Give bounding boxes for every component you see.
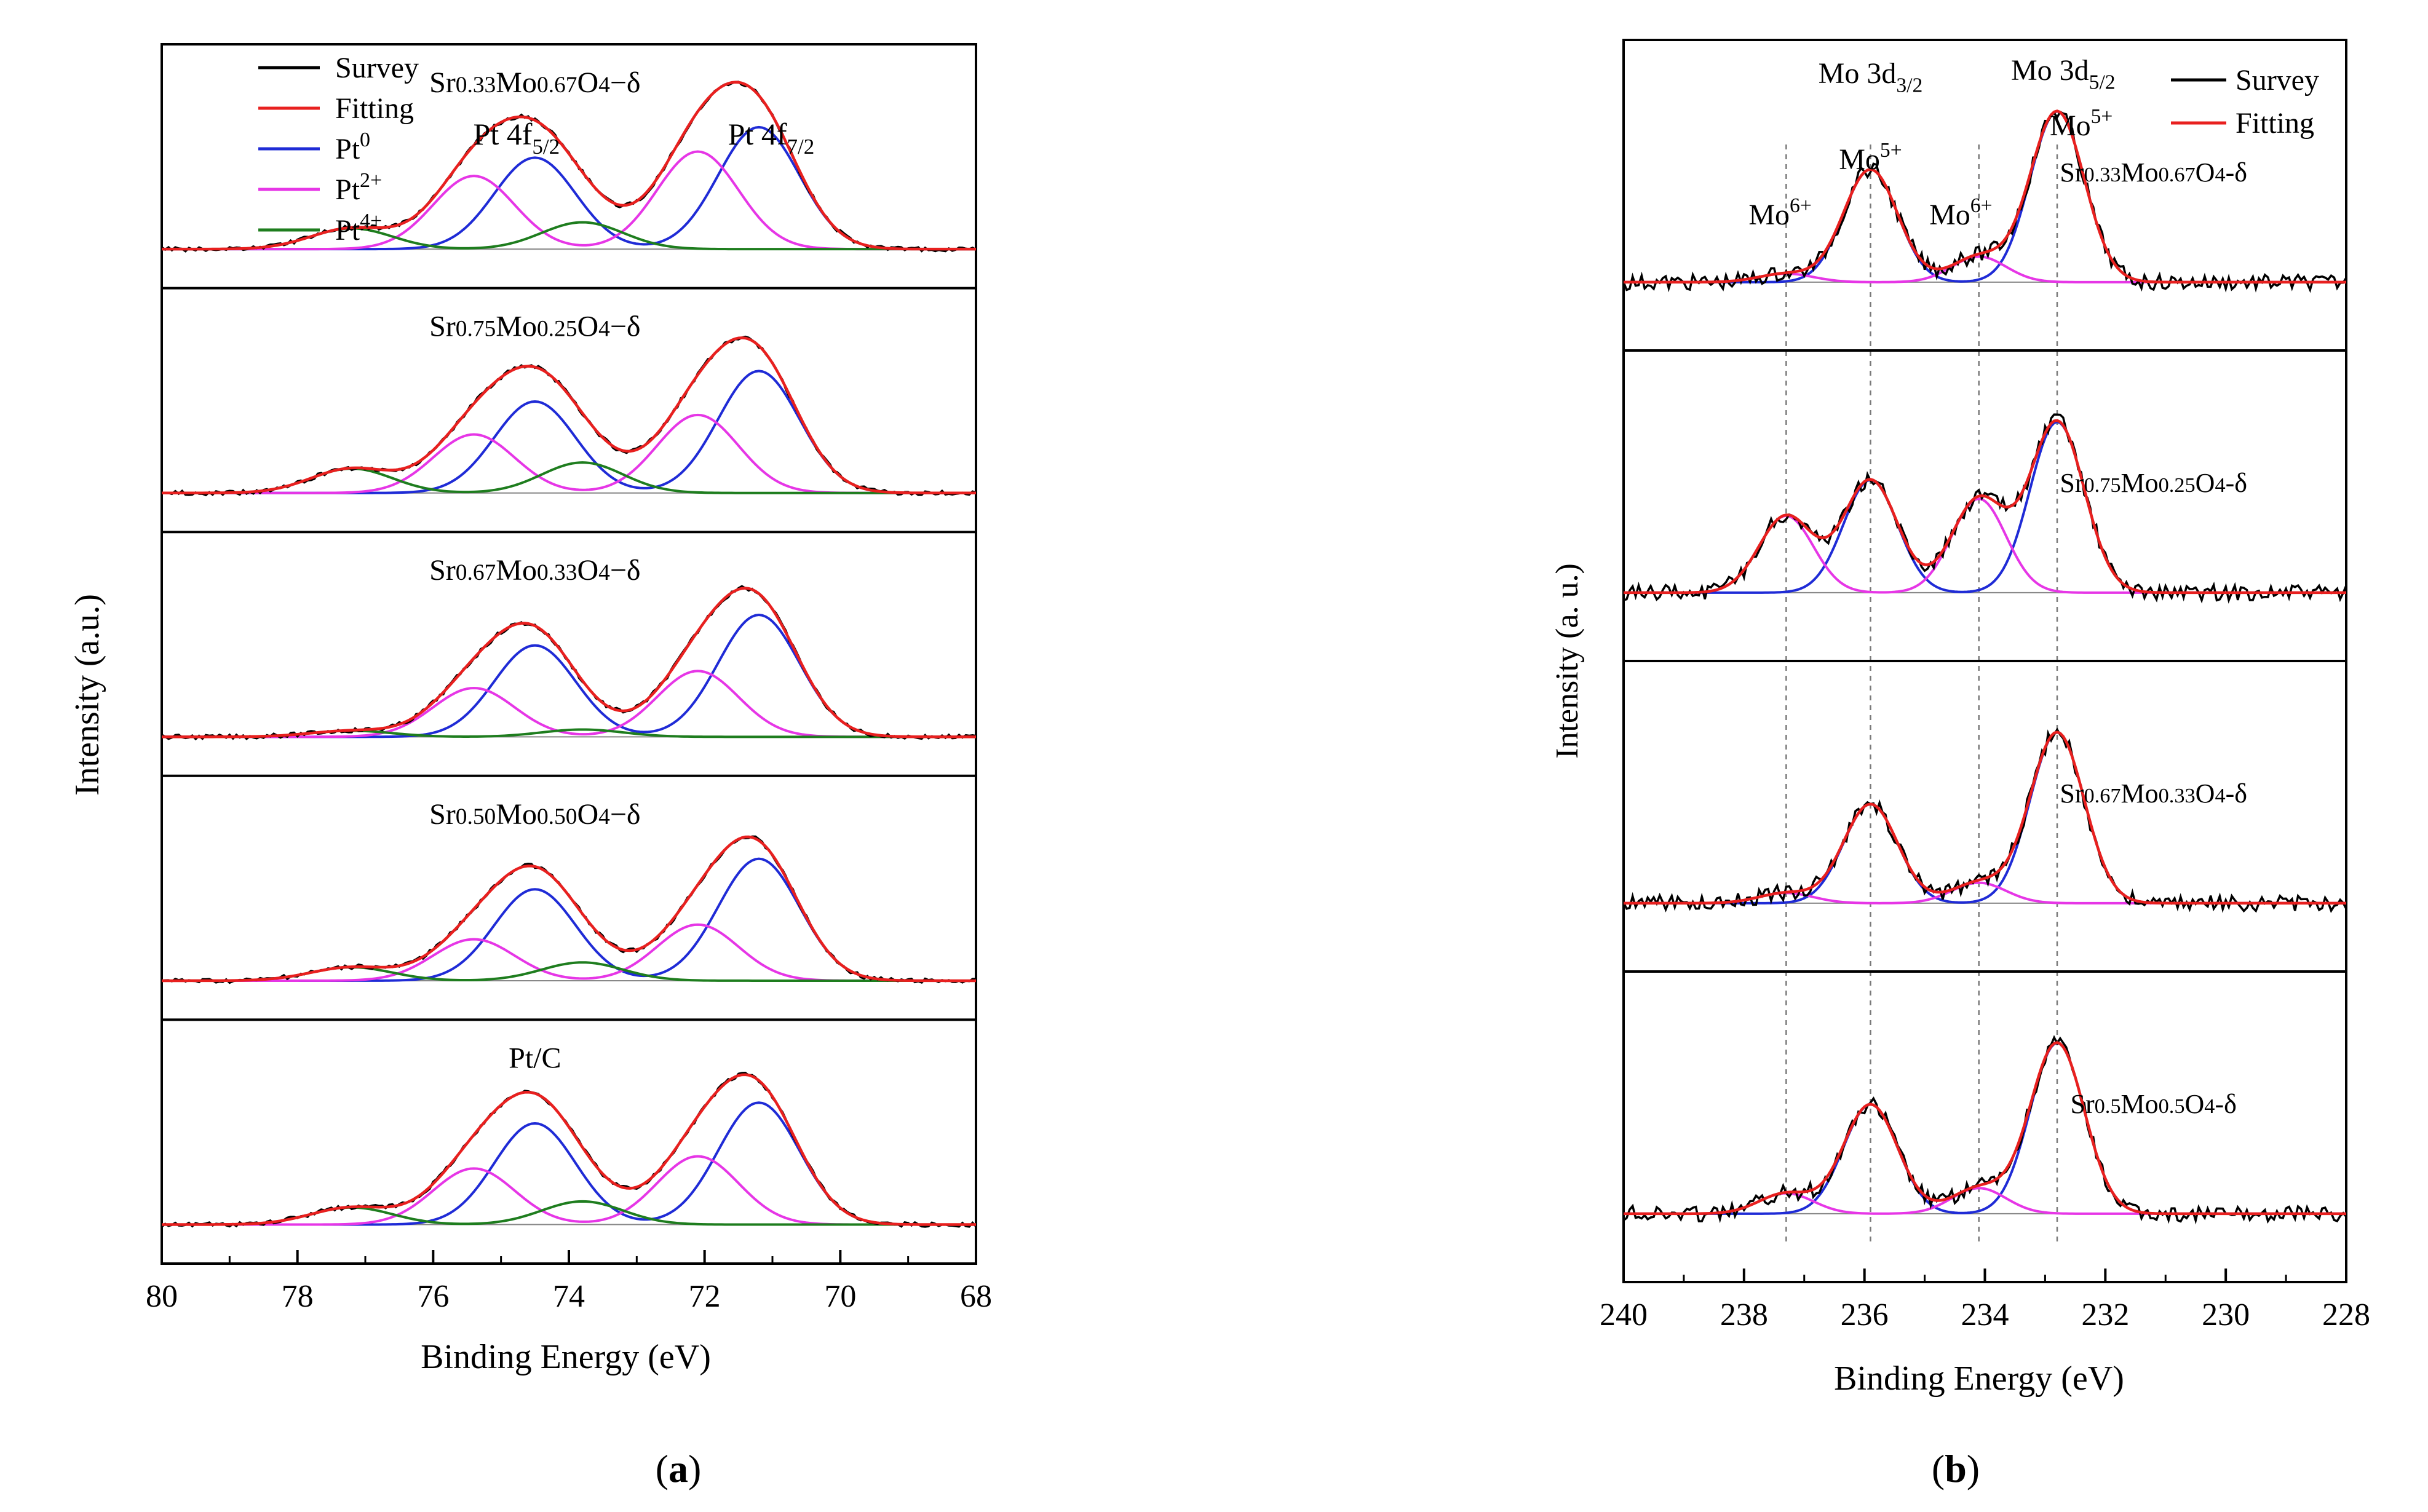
panel-b-x-tick-label: 234 — [1961, 1297, 2009, 1332]
panel-a-fitting-curve — [161, 587, 977, 738]
panel-a-label: (a) — [656, 1447, 702, 1490]
panel-b-annotation-3: Mo5+ — [1839, 139, 1902, 176]
panel-b-annotation-2-subscript: 5/2 — [2089, 71, 2116, 93]
panel-b-annotation-2-text: Mo 3d — [2011, 54, 2089, 87]
panel-b-x-tick-label: 236 — [1841, 1297, 1889, 1332]
panel-b-annotation-1-text: Mo 3d — [1819, 57, 1897, 90]
panel-b-x-tick-label: 228 — [2322, 1297, 2370, 1332]
panel-b-fitting-curve — [1624, 730, 2346, 905]
panel-b-subplot-2: Sr0.75Mo0.25O4-δ — [1623, 349, 2347, 604]
panel-b-mo3d: Intensity (a. u.) Binding Energy (eV) (b… — [1550, 39, 2370, 1490]
panel-a-peak-label-1: Pt 4f5/2 — [474, 117, 560, 159]
panel-b-annotation-4-superscript: 5+ — [2091, 105, 2113, 128]
panel-a-x-tick-label: 70 — [824, 1279, 856, 1314]
panel-a-subplot-2: Sr0.75Mo0.25O4−δ — [161, 287, 977, 497]
panel-b-annotation-5-superscript: 6+ — [1790, 194, 1812, 217]
panel-a-legend-label-1: Survey — [335, 52, 419, 84]
panel-b-x-axis-label: Binding Energy (eV) — [1834, 1360, 2124, 1398]
panel-b-legend-label-1: Survey — [2236, 64, 2319, 97]
panel-b-fitting-curve — [1624, 109, 2346, 284]
panel-b-x-tick-label: 232 — [2081, 1297, 2129, 1332]
panel-b-annotation-4-text: Mo — [2050, 109, 2091, 142]
panel-b-sample-label: Sr0.75Mo0.25O4-δ — [2060, 468, 2247, 498]
panel-b-y-axis-label: Intensity (a. u.) — [1550, 563, 1585, 759]
panel-a-legend-label-4: Pt2+ — [335, 169, 382, 206]
panel-a-letter: a — [668, 1447, 688, 1490]
panel-a-fitting-curve — [161, 81, 977, 251]
panel-b-survey-curve — [1622, 727, 2347, 914]
panel-b-annotation-6: Mo6+ — [1929, 194, 1992, 231]
panel-b-annotation-3-superscript: 5+ — [1880, 139, 1902, 162]
panel-a-x-axis-label: Binding Energy (eV) — [421, 1338, 711, 1376]
panel-a-x-tick-label: 68 — [960, 1279, 992, 1314]
panel-b-sample-label: Sr0.5Mo0.5O4-δ — [2070, 1089, 2236, 1119]
panel-b-annotation-6-text: Mo — [1929, 199, 1970, 231]
panel-a-x-tick-label: 72 — [689, 1279, 721, 1314]
panel-a-sample-label: Pt/C — [509, 1042, 561, 1074]
panel-b-subplot-4: Sr0.5Mo0.5O4-δ — [1622, 970, 2347, 1225]
panel-b-x-tick-label: 230 — [2202, 1297, 2250, 1332]
panel-b-subplot-1: Sr0.33Mo0.67O4-δ — [1622, 109, 2347, 293]
panel-a-legend-label-3: Pt0 — [335, 129, 370, 165]
panel-a-subplot-1: Sr0.33Mo0.67O4−δ — [161, 66, 977, 253]
panel-b-x-tick-label: 238 — [1720, 1297, 1768, 1332]
panel-a-subplot-5: Pt/C — [161, 1018, 977, 1228]
panel-a-x-tick-label: 78 — [282, 1279, 314, 1314]
panel-a-subplot-4: Sr0.50Mo0.50O4−δ — [161, 774, 977, 984]
panel-a-fitting-curve — [161, 336, 977, 494]
panel-b-survey-curve — [1622, 110, 2347, 293]
panel-b-annotation-5: Mo6+ — [1748, 194, 1811, 231]
panel-a-sample-label: Sr0.67Mo0.33O4−δ — [429, 554, 640, 587]
panel-a-legend-label-5: Pt4+ — [335, 210, 382, 247]
panel-a-fitting-curve — [161, 1073, 976, 1226]
panel-b-survey-curve — [1623, 413, 2347, 604]
panel-a-sample-label: Sr0.75Mo0.25O4−δ — [429, 311, 640, 343]
panel-a-subplot-3: Sr0.67Mo0.33O4−δ — [161, 531, 977, 741]
panel-b-letter: b — [1945, 1447, 1967, 1490]
panel-a-sample-label: Sr0.50Mo0.50O4−δ — [429, 798, 640, 831]
panel-a-peak-label-1-text: Pt 4f — [474, 117, 533, 151]
panel-b-sample-label: Sr0.67Mo0.33O4-δ — [2060, 778, 2247, 809]
panel-b-x-tick-label: 240 — [1600, 1297, 1648, 1332]
panel-b-label: (b) — [1932, 1447, 1980, 1490]
panel-b-annotation-3-text: Mo — [1839, 143, 1880, 176]
panel-b-annotation-1-subscript: 3/2 — [1896, 74, 1922, 97]
panel-a-peak-label-2-text: Pt 4f — [728, 117, 787, 151]
panel-a-x-tick-label: 76 — [417, 1279, 449, 1314]
panel-a-peak-label-2-subscript: 7/2 — [787, 135, 814, 159]
panel-b-annotation-5-text: Mo — [1748, 199, 1790, 231]
panel-a-y-axis-label: Intensity (a.u.) — [68, 594, 106, 796]
panel-b-annotation-4: Mo5+ — [2050, 105, 2113, 142]
panel-b-annotation-6-superscript: 6+ — [1970, 194, 1993, 217]
panel-b-sample-label: Sr0.33Mo0.67O4-δ — [2060, 157, 2247, 188]
panel-a-sample-label: Sr0.33Mo0.67O4−δ — [429, 66, 640, 99]
panel-b-fitting-curve — [1624, 419, 2346, 595]
panel-b-fitting-curve — [1624, 1041, 2346, 1216]
panel-a-pt4f: Intensity (a.u.) Binding Energy (eV) (a)… — [68, 43, 992, 1490]
panel-b-legend-label-2: Fitting — [2236, 107, 2314, 140]
panel-a-fitting-curve — [161, 835, 976, 983]
panel-b-annotation-1: Mo 3d3/2 — [1819, 57, 1923, 97]
panel-b-annotation-2: Mo 3d5/2 — [2011, 54, 2116, 93]
panel-a-x-tick-label: 80 — [146, 1279, 178, 1314]
panel-a-peak-label-2: Pt 4f7/2 — [728, 117, 815, 159]
panel-a-x-tick-label: 74 — [553, 1279, 585, 1314]
panel-a-legend-label-2: Fitting — [335, 92, 414, 125]
panel-b-subplot-3: Sr0.67Mo0.33O4-δ — [1622, 660, 2347, 914]
panel-a-peak-label-1-subscript: 5/2 — [532, 135, 560, 159]
